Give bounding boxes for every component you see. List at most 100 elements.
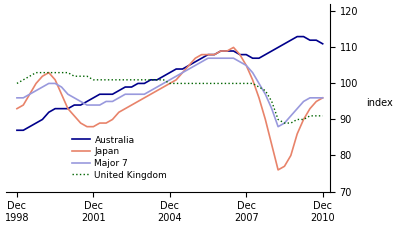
Australia: [66, 107, 70, 110]
Australia: [161, 75, 166, 78]
Australia: [218, 50, 223, 52]
Major 7: [237, 60, 242, 63]
Japan: [34, 82, 39, 85]
Japan: [308, 107, 312, 110]
United Kingdom: [289, 122, 293, 124]
Australia: [276, 46, 280, 49]
United Kingdom: [187, 82, 191, 85]
Australia: [187, 64, 191, 67]
United Kingdom: [155, 79, 160, 81]
Major 7: [110, 100, 115, 103]
Australia: [295, 35, 300, 38]
Japan: [78, 122, 83, 124]
United Kingdom: [27, 75, 32, 78]
Major 7: [46, 82, 51, 85]
Japan: [129, 104, 134, 106]
Major 7: [161, 82, 166, 85]
Australia: [129, 86, 134, 88]
Australia: [46, 111, 51, 114]
Australia: [269, 50, 274, 52]
United Kingdom: [282, 122, 287, 124]
Japan: [269, 143, 274, 146]
United Kingdom: [237, 82, 242, 85]
Australia: [263, 53, 268, 56]
Japan: [148, 93, 153, 96]
Australia: [212, 53, 217, 56]
Australia: [282, 42, 287, 45]
Major 7: [66, 93, 70, 96]
Japan: [66, 107, 70, 110]
Australia: [142, 82, 147, 85]
United Kingdom: [225, 82, 229, 85]
Japan: [59, 93, 64, 96]
Japan: [40, 75, 45, 78]
Australia: [174, 68, 179, 70]
Major 7: [180, 71, 185, 74]
Australia: [85, 100, 89, 103]
United Kingdom: [142, 79, 147, 81]
Major 7: [78, 100, 83, 103]
Major 7: [91, 104, 96, 106]
Japan: [91, 125, 96, 128]
Japan: [104, 122, 108, 124]
Line: United Kingdom: United Kingdom: [17, 73, 323, 123]
United Kingdom: [276, 118, 280, 121]
United Kingdom: [91, 79, 96, 81]
Australia: [314, 39, 319, 42]
Australia: [123, 86, 127, 88]
Japan: [301, 118, 306, 121]
United Kingdom: [78, 75, 83, 78]
United Kingdom: [72, 75, 77, 78]
Legend: Australia, Japan, Major 7, United Kingdom: Australia, Japan, Major 7, United Kingdo…: [68, 132, 171, 183]
Japan: [193, 57, 198, 59]
Japan: [72, 114, 77, 117]
Major 7: [218, 57, 223, 59]
Australia: [225, 50, 229, 52]
Major 7: [295, 107, 300, 110]
Australia: [34, 122, 39, 124]
United Kingdom: [301, 118, 306, 121]
Japan: [123, 107, 127, 110]
Japan: [231, 46, 236, 49]
Australia: [289, 39, 293, 42]
Australia: [21, 129, 26, 132]
Japan: [27, 93, 32, 96]
Japan: [136, 100, 141, 103]
Major 7: [116, 96, 121, 99]
Japan: [97, 122, 102, 124]
Australia: [15, 129, 19, 132]
Australia: [155, 79, 160, 81]
United Kingdom: [104, 79, 108, 81]
Major 7: [136, 93, 141, 96]
Japan: [110, 118, 115, 121]
Major 7: [104, 100, 108, 103]
Japan: [320, 96, 325, 99]
Australia: [53, 107, 58, 110]
United Kingdom: [97, 79, 102, 81]
Japan: [161, 86, 166, 88]
United Kingdom: [263, 89, 268, 92]
Major 7: [59, 86, 64, 88]
Australia: [308, 39, 312, 42]
Japan: [15, 107, 19, 110]
Australia: [116, 89, 121, 92]
Japan: [206, 53, 210, 56]
United Kingdom: [308, 114, 312, 117]
Major 7: [250, 71, 255, 74]
Major 7: [155, 86, 160, 88]
Major 7: [231, 57, 236, 59]
United Kingdom: [320, 114, 325, 117]
Australia: [148, 79, 153, 81]
Major 7: [276, 125, 280, 128]
Major 7: [206, 57, 210, 59]
Japan: [237, 53, 242, 56]
Australia: [180, 68, 185, 70]
Line: Japan: Japan: [17, 47, 323, 170]
Major 7: [269, 107, 274, 110]
Major 7: [40, 86, 45, 88]
Major 7: [97, 104, 102, 106]
Australia: [320, 42, 325, 45]
United Kingdom: [116, 79, 121, 81]
Major 7: [85, 104, 89, 106]
Japan: [212, 53, 217, 56]
